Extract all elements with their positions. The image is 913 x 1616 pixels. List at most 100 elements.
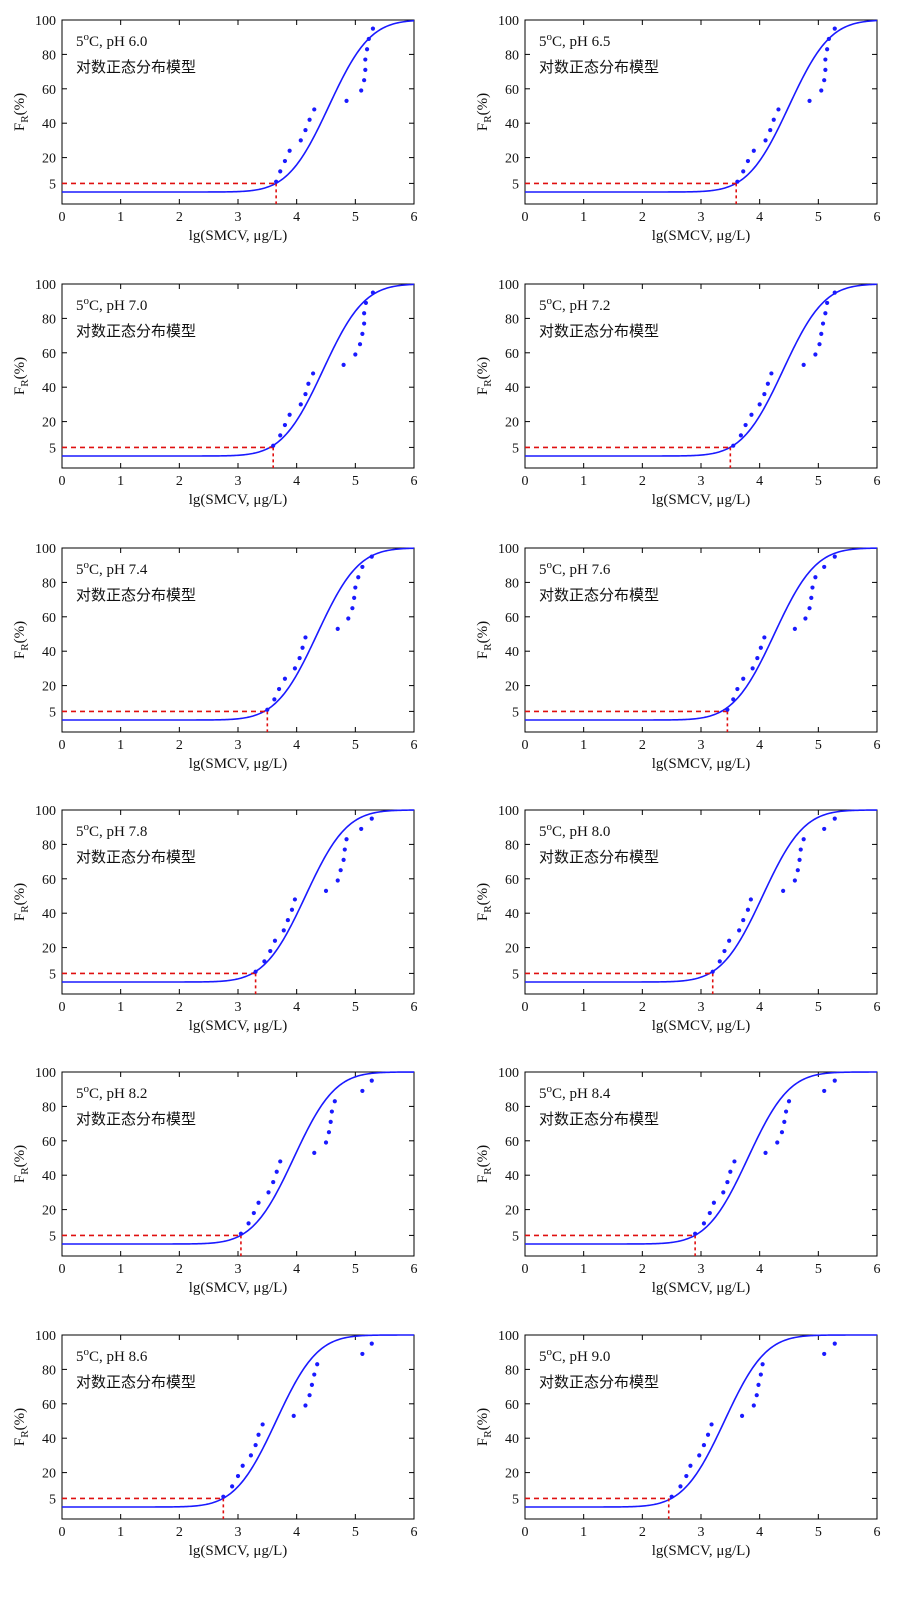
x-tick-label: 3 xyxy=(698,1262,705,1277)
model-label: 对数正态分布模型 xyxy=(539,59,659,76)
data-point xyxy=(363,67,368,72)
data-point xyxy=(727,938,732,943)
x-tick-label: 4 xyxy=(293,474,300,489)
y-tick-label: 60 xyxy=(505,611,519,626)
data-point xyxy=(248,1453,254,1458)
data-point xyxy=(274,179,279,184)
data-point xyxy=(832,816,837,821)
data-point xyxy=(335,878,340,883)
data-point xyxy=(265,707,270,712)
temp-value: 5 xyxy=(539,1086,547,1102)
ph-value: pH 8.2 xyxy=(107,1086,148,1102)
data-point xyxy=(684,1473,689,1479)
x-tick-label: 0 xyxy=(59,1000,66,1015)
data-point xyxy=(287,148,292,153)
y-tick-label: 80 xyxy=(505,48,519,63)
degree-sup: o xyxy=(547,559,553,571)
x-tick-label: 1 xyxy=(580,738,587,753)
condition-label: 5oC, pH 7.8 xyxy=(76,821,147,840)
model-label: 对数正态分布模型 xyxy=(76,323,196,340)
data-point xyxy=(813,575,818,580)
y-tick-label: 80 xyxy=(505,1363,519,1378)
data-point xyxy=(268,948,273,954)
y-tick-label: 5 xyxy=(49,967,56,982)
data-point xyxy=(678,1484,683,1489)
condition-label: 5oC, pH 9.0 xyxy=(539,1346,610,1365)
data-point xyxy=(801,837,806,842)
x-tick-label: 3 xyxy=(698,1000,705,1015)
data-point xyxy=(750,666,755,671)
x-tick-label: 2 xyxy=(176,474,183,489)
x-tick-label: 2 xyxy=(639,210,646,225)
data-point xyxy=(779,1130,785,1135)
y-label-sub: R xyxy=(482,1167,494,1175)
data-point xyxy=(754,1393,759,1398)
data-point xyxy=(771,117,776,122)
x-tick-label: 1 xyxy=(117,738,124,753)
temp-unit: C, xyxy=(89,1349,107,1365)
x-tick-label: 2 xyxy=(176,210,183,225)
data-point xyxy=(728,1169,733,1174)
data-point xyxy=(820,321,826,326)
x-tick-label: 1 xyxy=(580,1000,587,1015)
fit-curve xyxy=(62,19,415,193)
data-point xyxy=(289,907,295,912)
y-tick-label: 80 xyxy=(42,1363,56,1378)
temp-unit: C, xyxy=(89,34,107,50)
y-label-main: F xyxy=(12,651,28,659)
data-point xyxy=(323,888,329,893)
condition-label: 5oC, pH 8.2 xyxy=(76,1083,147,1102)
data-point xyxy=(310,371,316,376)
data-point xyxy=(260,1422,265,1427)
y-axis-label: FR(%) xyxy=(12,1145,31,1183)
data-point xyxy=(342,847,347,852)
y-label-main: F xyxy=(475,1438,491,1446)
temp-value: 5 xyxy=(76,1086,84,1102)
degree-sup: o xyxy=(84,31,90,43)
degree-sup: o xyxy=(547,1346,553,1358)
x-tick-label: 4 xyxy=(756,738,763,753)
data-point xyxy=(363,300,368,306)
x-tick-label: 6 xyxy=(874,1262,881,1277)
x-tick-label: 2 xyxy=(639,1525,646,1540)
data-point xyxy=(725,707,730,712)
data-point xyxy=(832,1341,837,1346)
data-point xyxy=(360,331,365,336)
x-tick-label: 5 xyxy=(815,210,822,225)
y-tick-label: 5 xyxy=(49,1492,56,1507)
y-tick-label: 100 xyxy=(498,1329,519,1344)
data-point xyxy=(256,1432,261,1437)
y-label-tail: (%) xyxy=(12,1145,28,1168)
y-label-tail: (%) xyxy=(12,1408,28,1431)
y-tick-label: 20 xyxy=(505,416,519,431)
data-point xyxy=(369,554,374,559)
data-point xyxy=(360,564,365,570)
x-tick-label: 0 xyxy=(522,738,529,753)
y-label-main: F xyxy=(12,1438,28,1446)
fit-curve xyxy=(62,547,415,721)
condition-label: 5oC, pH 7.0 xyxy=(76,295,147,314)
data-point xyxy=(328,1119,333,1124)
data-point xyxy=(710,969,715,974)
x-tick-label: 5 xyxy=(352,474,359,489)
y-label-sub: R xyxy=(482,379,494,387)
y-label-main: F xyxy=(12,1175,28,1183)
data-point xyxy=(707,1210,712,1216)
y-tick-label: 5 xyxy=(512,177,519,192)
ph-value: pH 8.6 xyxy=(107,1349,148,1365)
x-tick-label: 5 xyxy=(352,738,359,753)
data-point xyxy=(303,1403,308,1408)
x-tick-label: 3 xyxy=(235,1525,242,1540)
y-tick-label: 60 xyxy=(42,611,56,626)
data-point xyxy=(738,433,743,438)
data-point xyxy=(271,1179,276,1185)
x-tick-label: 3 xyxy=(698,474,705,489)
y-tick-label: 60 xyxy=(42,83,56,98)
x-tick-label: 1 xyxy=(117,1525,124,1540)
x-tick-label: 6 xyxy=(411,210,418,225)
data-point xyxy=(329,1109,334,1114)
